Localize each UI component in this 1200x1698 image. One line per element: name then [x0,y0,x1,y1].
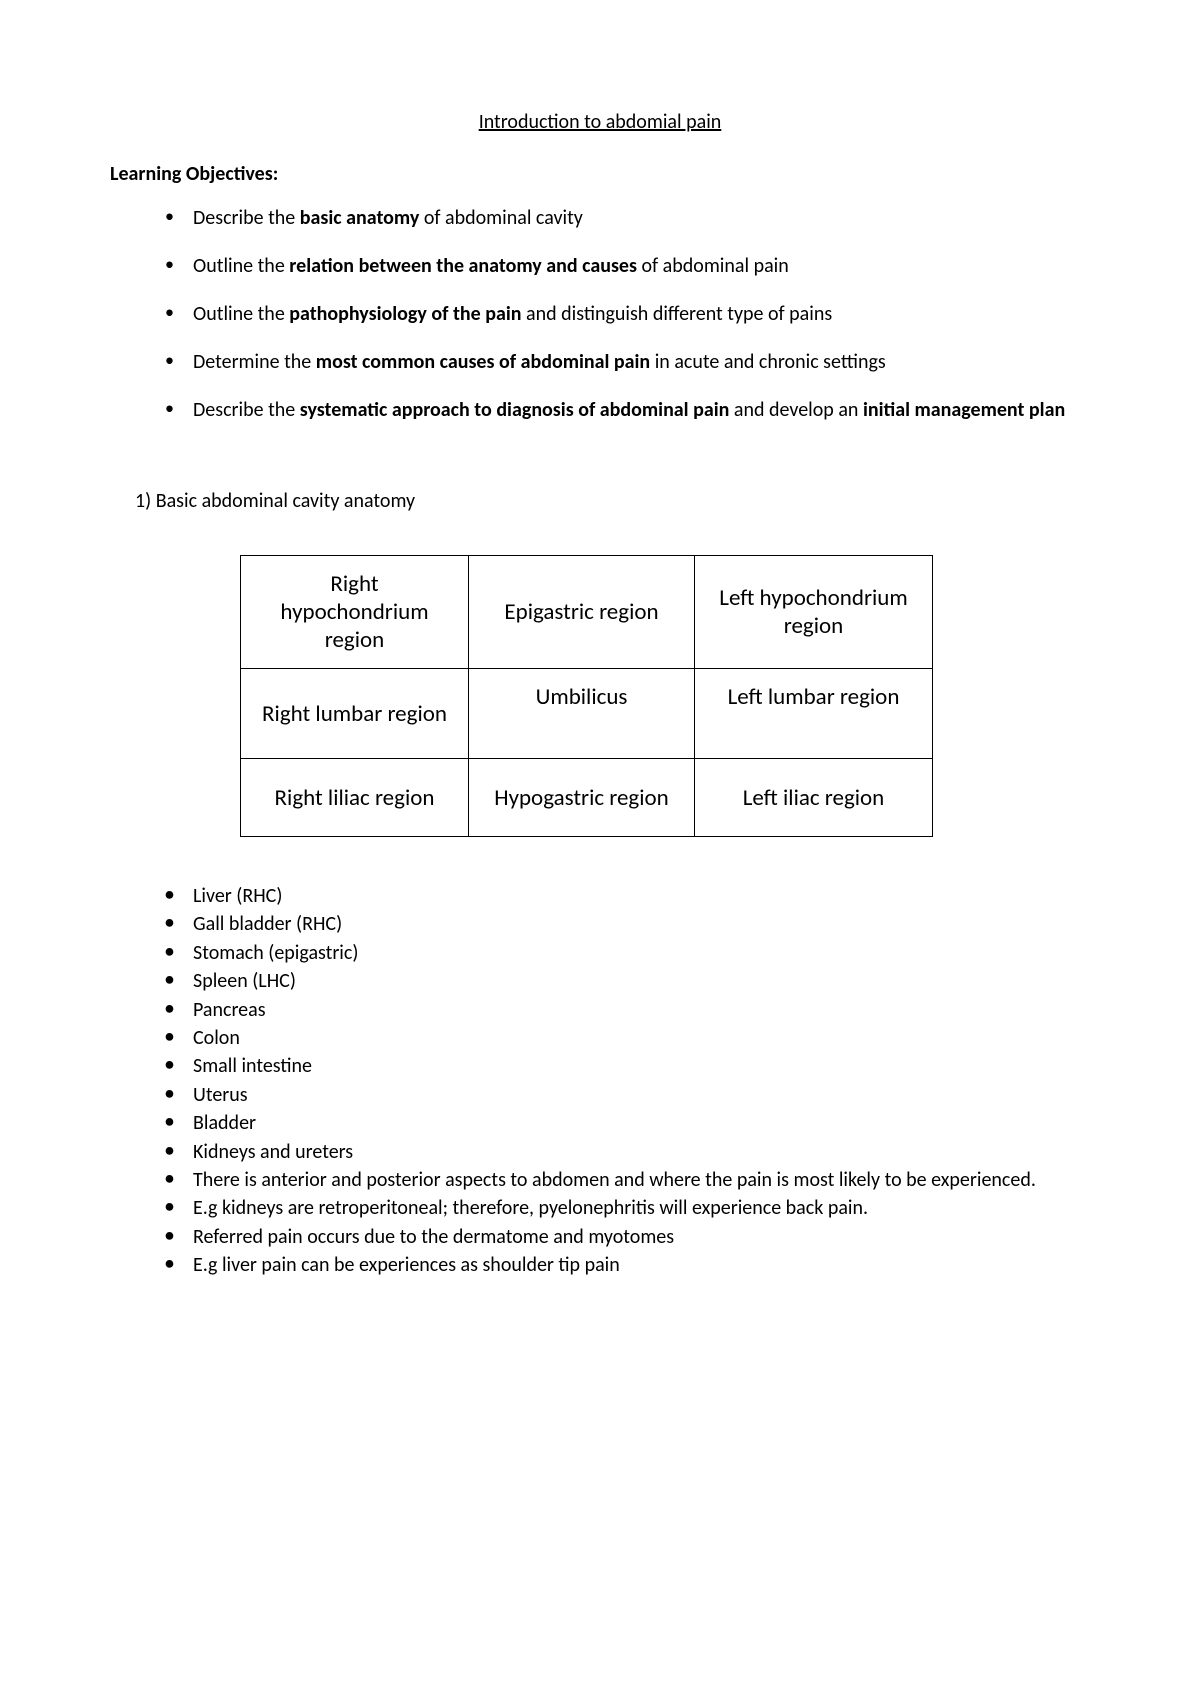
abdominal-regions-table: Right hypochondrium region Epigastric re… [240,555,933,837]
objective-suffix: of abdominal pain [637,254,789,278]
objective-prefix: Outline the [193,302,289,326]
list-item: E.g kidneys are retroperitoneal; therefo… [165,1194,1090,1222]
objective-suffix: and develop an [729,398,863,422]
learning-objectives-heading: Learning Objectives: [110,162,1090,186]
objective-suffix: in acute and chronic settings [650,350,886,374]
list-item: Referred pain occurs due to the dermatom… [165,1223,1090,1251]
list-item: Uterus [165,1081,1090,1109]
objective-bold: relation between the anatomy and causes [289,254,637,278]
objective-bold: most common causes of abdominal pain [316,350,650,374]
region-cell: Epigastric region [469,556,695,669]
table-row: Right lumbar region Umbilicus Left lumba… [241,669,933,759]
objective-bold: pathophysiology of the pain [289,302,521,326]
region-cell: Left hypochondrium region [695,556,933,669]
learning-objectives-list: Describe the basic anatomy of abdominal … [110,204,1090,424]
objective-item: Outline the relation between the anatomy… [165,252,1090,280]
objective-item: Describe the basic anatomy of abdominal … [165,204,1090,232]
list-item: Small intestine [165,1052,1090,1080]
list-item: Liver (RHC) [165,882,1090,910]
region-cell: Right hypochondrium region [241,556,469,669]
region-cell: Left lumbar region [695,669,933,759]
region-cell: Right lumbar region [241,669,469,759]
table-row: Right hypochondrium region Epigastric re… [241,556,933,669]
region-cell: Hypogastric region [469,759,695,837]
section-1-heading: 1) Basic abdominal cavity anatomy [110,489,1090,513]
objective-suffix: and distinguish different type of pains [521,302,832,326]
objective-prefix: Describe the [193,398,300,422]
list-item: Gall bladder (RHC) [165,910,1090,938]
objective-item: Describe the systematic approach to diag… [165,396,1090,424]
list-item: Kidneys and ureters [165,1138,1090,1166]
document-title: Introduction to abdomial pain [110,110,1090,134]
list-item: Colon [165,1024,1090,1052]
list-item: Pancreas [165,996,1090,1024]
objective-bold: basic anatomy [300,206,420,230]
list-item: Spleen (LHC) [165,967,1090,995]
list-item: E.g liver pain can be experiences as sho… [165,1251,1090,1279]
objective-prefix: Outline the [193,254,289,278]
organs-list: Liver (RHC) Gall bladder (RHC) Stomach (… [110,882,1090,1279]
objective-bold: systematic approach to diagnosis of abdo… [300,398,730,422]
region-cell: Left iliac region [695,759,933,837]
objective-suffix: of abdominal cavity [419,206,583,230]
objective-item: Determine the most common causes of abdo… [165,348,1090,376]
list-item: Stomach (epigastric) [165,939,1090,967]
objective-prefix: Determine the [193,350,316,374]
list-item: Bladder [165,1109,1090,1137]
objective-bold2: initial management plan [863,398,1065,422]
table-row: Right liliac region Hypogastric region L… [241,759,933,837]
objective-item: Outline the pathophysiology of the pain … [165,300,1090,328]
objective-prefix: Describe the [193,206,300,230]
region-cell: Right liliac region [241,759,469,837]
list-item: There is anterior and posterior aspects … [165,1166,1090,1194]
region-cell: Umbilicus [469,669,695,759]
